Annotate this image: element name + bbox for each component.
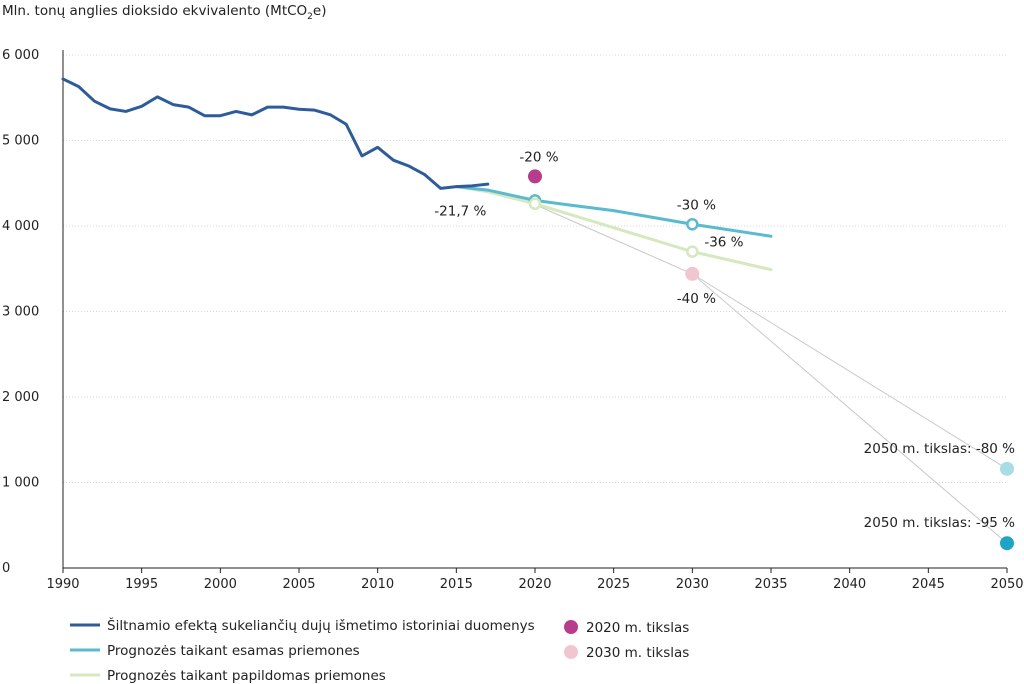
legend-swatch-target2030 — [564, 645, 578, 659]
legend-label-existing: Prognozės taikant esamas priemones — [107, 643, 360, 659]
legend-label-target2030: 2030 m. tikslas — [586, 645, 689, 661]
legend-swatch-target2020 — [564, 620, 578, 634]
y-tick-label: 2 000 — [2, 390, 39, 405]
marker-target2030-2030 — [685, 266, 700, 281]
y-tick-label: 5 000 — [2, 134, 39, 149]
series-line-historical — [61, 77, 490, 190]
marker-target2020-2020 — [528, 169, 542, 184]
legend: Šiltnamio efektą sukeliančių dujų išmeti… — [70, 616, 689, 684]
annotations: -20 % -21,7 % -30 % -36 % -40 % 2050 m. tiksl… — [434, 149, 1015, 531]
target-trajectory-line — [692, 273, 1008, 470]
annotation-label: -40 % — [677, 291, 716, 307]
annotation-label: -21,7 % — [434, 204, 486, 220]
annotation-label: -36 % — [704, 235, 743, 251]
annotation-label: 2050 m. tikslas: -80 % — [864, 441, 1016, 457]
x-tick-label: 2045 — [912, 577, 945, 592]
legend-label-additional: Prognozės taikant papildomas priemones — [107, 668, 386, 684]
x-tick-label: 2025 — [597, 577, 630, 592]
y-tick-label: 6 000 — [2, 48, 39, 63]
marker-existing-2030 — [686, 218, 699, 231]
y-tick-label: 0 — [2, 561, 10, 576]
marker-additional-2030 — [686, 245, 699, 258]
legend-label-historical: Šiltnamio efektą sukeliančių dujų išmeti… — [107, 616, 535, 634]
x-tick-label: 2000 — [204, 577, 237, 592]
y-axis-title: Mln. tonų anglies dioksido ekvivalento (… — [2, 3, 326, 22]
x-tick-label: 2035 — [754, 577, 787, 592]
y-tick-label: 4 000 — [2, 219, 39, 234]
x-tick-label: 2050 — [990, 577, 1023, 592]
x-tick-label: 2030 — [676, 577, 709, 592]
target-markers — [528, 169, 1014, 551]
y-tick-label: 3 000 — [2, 305, 39, 320]
y-axis-title-text: Mln. tonų anglies dioksido ekvivalento (… — [2, 3, 326, 22]
annotation-label: -20 % — [519, 149, 558, 165]
legend-label-target2020: 2020 m. tikslas — [586, 620, 689, 636]
x-tick-label: 1990 — [46, 577, 79, 592]
x-tick-label: 2020 — [518, 577, 551, 592]
target-trajectories — [534, 204, 1008, 544]
annotation-label: -30 % — [677, 197, 716, 213]
axes: 1990 1995 2000 2005 2010 2015 2020 2025 2030 2035… — [46, 50, 1024, 592]
x-tick-label: 2040 — [833, 577, 866, 592]
target-trajectory-line — [534, 204, 1008, 544]
series-lines — [61, 77, 773, 272]
marker-additional-2020 — [528, 197, 542, 211]
x-tick-label: 2010 — [361, 577, 394, 592]
y-tick-label: 1 000 — [2, 476, 39, 491]
y-gridlines: 0 1 000 2 000 3 000 4 000 5 000 6 000 — [2, 48, 1007, 576]
marker-target2050_80-2050 — [1000, 461, 1014, 476]
annotation-label: 2050 m. tikslas: -95 % — [864, 515, 1016, 531]
x-tick-label: 1995 — [125, 577, 158, 592]
x-tick-label: 2015 — [440, 577, 473, 592]
marker-target2050_95-2050 — [1000, 536, 1014, 551]
x-tick-label: 2005 — [282, 577, 315, 592]
